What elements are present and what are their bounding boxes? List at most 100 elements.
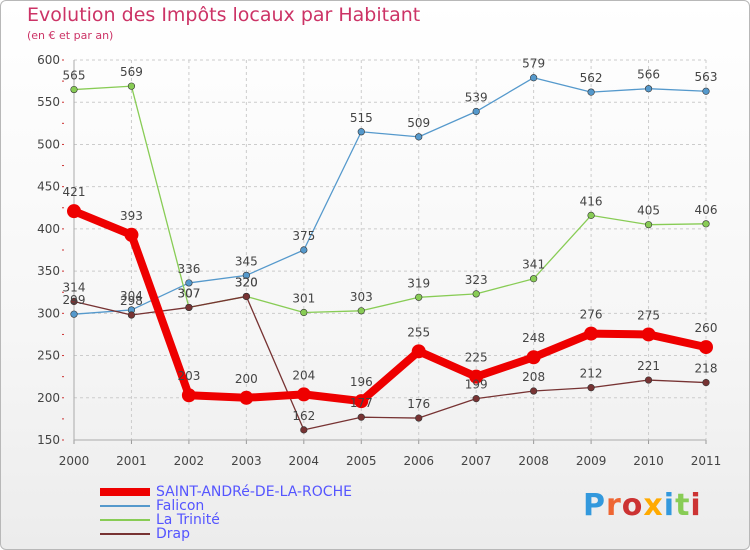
data-label-3: 314 <box>63 281 86 295</box>
x-tick-label: 2002 <box>174 454 205 468</box>
legend-label-falicon: Falicon <box>156 498 205 514</box>
x-tick-label: 2006 <box>403 454 434 468</box>
logo-letter: o <box>621 488 644 523</box>
legend-swatch-drap <box>100 533 150 535</box>
data-point-2 <box>644 221 653 229</box>
data-label-2: 406 <box>695 203 718 217</box>
x-tick-label: 2005 <box>346 454 377 468</box>
legend-item-falicon[interactable]: Falicon <box>100 498 400 514</box>
data-label-1: 566 <box>637 68 660 82</box>
x-tick-label: 2008 <box>518 454 549 468</box>
legend-item-saint-andre[interactable]: SAINT-ANDRé-DE-LA-ROCHE <box>100 484 400 500</box>
data-point-2 <box>530 275 538 283</box>
data-label-2: 341 <box>522 258 545 272</box>
data-label-3: 176 <box>407 397 430 411</box>
data-point-0 <box>469 369 484 384</box>
legend-item-la-trinite[interactable]: La Trinité <box>100 512 400 528</box>
data-label-0: 276 <box>580 308 603 322</box>
axis-layer: 150 200 250 300 350 400 450 500 550 600 2000 2001 20… <box>37 53 721 468</box>
data-label-1: 539 <box>465 91 488 105</box>
data-label-3: 307 <box>177 286 200 300</box>
series-line-3 <box>73 295 707 431</box>
data-label-2: 301 <box>292 291 315 305</box>
data-label-1: 375 <box>292 229 315 243</box>
logo-letter: r <box>606 488 622 523</box>
logo-letter: x <box>643 488 664 523</box>
logo-letter: P <box>583 488 606 523</box>
series-line-1 <box>73 77 707 315</box>
data-point-3 <box>185 303 193 312</box>
data-label-2: 569 <box>120 65 143 79</box>
data-point-3 <box>127 311 136 319</box>
data-label-3: 221 <box>637 359 660 373</box>
y-tick-label: 450 <box>37 180 60 194</box>
legend-label-drap: Drap <box>156 526 191 542</box>
logo-letter: i <box>663 488 676 523</box>
data-point-3 <box>530 387 538 395</box>
x-tick-label: 2011 <box>691 454 722 468</box>
data-label-3: 208 <box>522 370 545 384</box>
grid-layer <box>73 59 707 441</box>
logo-letter: t <box>675 488 691 523</box>
series-line-0 <box>70 207 710 406</box>
data-point-2 <box>472 290 480 298</box>
data-label-1: 563 <box>695 70 718 84</box>
data-point-3 <box>300 426 308 434</box>
chart-subtitle: (en € et par an) <box>27 29 114 42</box>
data-point-3 <box>357 413 365 421</box>
x-tick-label: 2000 <box>59 454 90 468</box>
data-label-0: 225 <box>465 351 488 365</box>
data-label-0: 196 <box>350 375 373 389</box>
data-label-2: 416 <box>580 194 603 208</box>
y-tick-label: 600 <box>37 53 60 67</box>
data-point-2 <box>357 307 365 315</box>
data-label-3: 199 <box>465 378 488 392</box>
chart-title: Evolution des Impôts locaux par Habitant <box>27 4 421 26</box>
data-label-0: 255 <box>407 325 430 339</box>
x-tick-label: 2001 <box>116 454 147 468</box>
y-tick-label: 150 <box>37 433 60 447</box>
logo-letter: i <box>690 488 702 523</box>
series-line-2 <box>73 85 707 314</box>
data-label-0: 421 <box>63 185 86 199</box>
data-point-0 <box>411 344 426 359</box>
data-label-2: 565 <box>63 69 86 83</box>
data-label-3: 212 <box>580 367 603 381</box>
data-label-0: 200 <box>235 372 258 386</box>
data-point-1 <box>702 87 710 95</box>
y-tick-label: 300 <box>37 306 60 320</box>
data-point-0 <box>124 227 139 242</box>
data-point-0 <box>526 350 541 365</box>
x-tick-label: 2007 <box>461 454 492 468</box>
data-label-3: 177 <box>350 396 373 410</box>
legend-item-drap[interactable]: Drap <box>100 526 400 542</box>
data-point-3 <box>242 292 250 301</box>
data-label-3: 162 <box>292 409 315 423</box>
data-point-0 <box>67 204 81 219</box>
data-point-1 <box>300 246 308 254</box>
data-point-0 <box>584 326 599 341</box>
data-point-0 <box>181 388 196 403</box>
data-point-2 <box>70 85 78 94</box>
data-point-3 <box>70 297 78 306</box>
data-label-2: 319 <box>407 276 430 290</box>
data-label-2: 405 <box>637 204 660 218</box>
legend: SAINT-ANDRé-DE-LA-ROCHE Falicon La Trini… <box>100 484 400 542</box>
data-point-0 <box>641 327 656 342</box>
data-label-0: 204 <box>292 368 315 382</box>
data-point-1 <box>587 88 595 96</box>
y-tick-label: 350 <box>37 264 60 278</box>
legend-swatch-saint-andre <box>100 488 150 496</box>
x-tick-label: 2009 <box>576 454 607 468</box>
data-label-0: 203 <box>177 369 200 383</box>
data-point-2 <box>415 293 423 301</box>
data-point-1 <box>70 310 78 318</box>
data-point-3 <box>702 378 710 387</box>
data-point-2 <box>127 82 136 90</box>
data-point-1 <box>185 279 193 287</box>
y-tick-label: 550 <box>37 95 60 109</box>
data-point-1 <box>415 133 423 141</box>
data-point-1 <box>472 107 480 116</box>
